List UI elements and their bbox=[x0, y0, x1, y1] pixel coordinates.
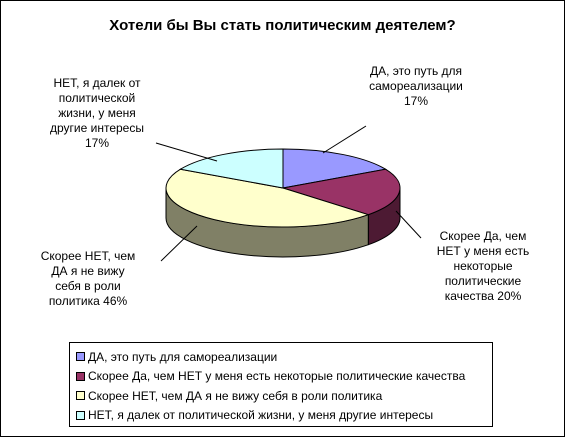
legend-swatch-1 bbox=[76, 371, 85, 381]
legend: ДА, это путь для самореализации Скорее Д… bbox=[69, 342, 493, 427]
pie-slice-1 bbox=[282, 168, 401, 216]
legend-swatch-2 bbox=[76, 391, 85, 401]
legend-label-1: Скорее Да, чем НЕТ у меня есть некоторые… bbox=[88, 369, 466, 384]
legend-item: Скорее Да, чем НЕТ у меня есть некоторые… bbox=[70, 367, 492, 387]
legend-label-2: Скорее НЕТ, чем ДА я не вижу себя в роли… bbox=[88, 388, 383, 403]
slice-label-2: Скорее НЕТ, чем ДА я не вижу себя в роли… bbox=[40, 249, 136, 308]
legend-item: НЕТ, я далек от политической жизни, у ме… bbox=[70, 406, 492, 426]
legend-item: Скорее НЕТ, чем ДА я не вижу себя в роли… bbox=[70, 386, 492, 406]
pie-slice-0 bbox=[282, 148, 387, 189]
leader-line-2 bbox=[160, 225, 198, 262]
pie-slice-3 bbox=[179, 148, 284, 189]
legend-swatch-3 bbox=[76, 410, 85, 420]
slice-label-1: Скорее Да, чем НЕТ у меня есть некоторые… bbox=[436, 229, 530, 303]
slice-label-3: НЕТ, я далек от политической жизни, у ме… bbox=[50, 76, 144, 150]
chart-title: Хотели бы Вы стать политическим деятелем… bbox=[109, 17, 456, 34]
legend-label-3: НЕТ, я далек от политической жизни, у ме… bbox=[88, 408, 434, 423]
pie-slice-2 bbox=[165, 168, 370, 228]
leader-line-1 bbox=[395, 210, 422, 239]
slice-label-0: ДА, это путь для самореализации 17% bbox=[369, 64, 463, 108]
legend-swatch-0 bbox=[76, 352, 85, 362]
legend-item: ДА, это путь для самореализации bbox=[70, 347, 492, 367]
legend-label-0: ДА, это путь для самореализации bbox=[88, 349, 278, 364]
leader-line-0 bbox=[322, 125, 367, 154]
leader-line-3 bbox=[155, 142, 218, 162]
